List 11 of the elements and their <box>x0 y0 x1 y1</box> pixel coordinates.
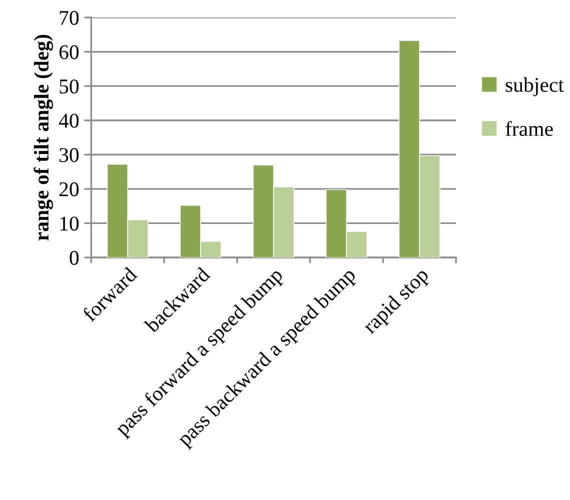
y-tick-label: 0 <box>70 250 79 265</box>
y-axis-title: range of tilt angle (deg) <box>34 34 54 241</box>
y-tick-label: 30 <box>60 148 79 162</box>
legend-label: subject <box>506 77 564 96</box>
legend-label: frame <box>506 121 553 136</box>
y-tick-label: 20 <box>59 182 79 196</box>
y-tick-label: 50 <box>60 79 79 94</box>
y-tick-label: 40 <box>58 114 79 128</box>
y-tick-label: 70 <box>60 10 79 25</box>
y-tick-label: 10 <box>60 216 79 231</box>
y-tick-label: 60 <box>59 45 79 60</box>
